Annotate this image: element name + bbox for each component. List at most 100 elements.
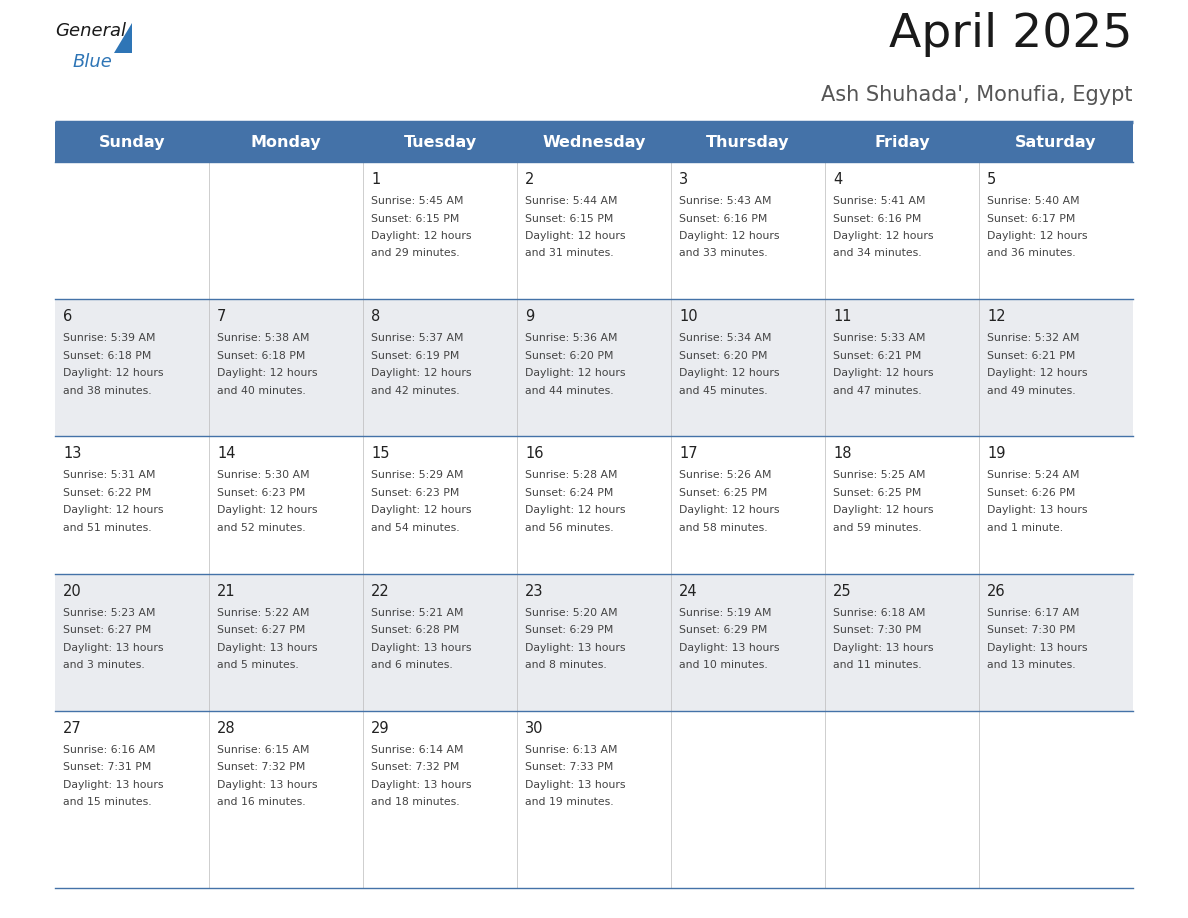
Text: Daylight: 13 hours: Daylight: 13 hours — [987, 506, 1087, 515]
Text: Daylight: 13 hours: Daylight: 13 hours — [63, 643, 164, 653]
Text: 6: 6 — [63, 309, 72, 324]
Text: and 45 minutes.: and 45 minutes. — [680, 386, 767, 396]
Text: General: General — [55, 22, 126, 40]
Text: Sunrise: 5:44 AM: Sunrise: 5:44 AM — [525, 196, 618, 206]
Text: and 54 minutes.: and 54 minutes. — [371, 523, 460, 533]
Text: Daylight: 13 hours: Daylight: 13 hours — [833, 643, 934, 653]
Text: Sunset: 6:26 PM: Sunset: 6:26 PM — [987, 487, 1075, 498]
Text: Sunrise: 5:39 AM: Sunrise: 5:39 AM — [63, 333, 156, 343]
Text: Sunset: 6:16 PM: Sunset: 6:16 PM — [833, 214, 922, 223]
Text: and 13 minutes.: and 13 minutes. — [987, 660, 1075, 670]
Text: Daylight: 12 hours: Daylight: 12 hours — [525, 506, 626, 515]
Text: Sunset: 7:30 PM: Sunset: 7:30 PM — [987, 625, 1075, 635]
Text: Sunday: Sunday — [99, 135, 165, 150]
Text: Sunset: 6:20 PM: Sunset: 6:20 PM — [525, 351, 613, 361]
Text: 5: 5 — [987, 172, 997, 187]
Text: Daylight: 12 hours: Daylight: 12 hours — [371, 231, 472, 241]
Text: Daylight: 12 hours: Daylight: 12 hours — [63, 368, 164, 378]
Text: Daylight: 13 hours: Daylight: 13 hours — [987, 643, 1087, 653]
Text: Daylight: 12 hours: Daylight: 12 hours — [217, 506, 317, 515]
Text: Sunset: 6:25 PM: Sunset: 6:25 PM — [680, 487, 767, 498]
Text: and 42 minutes.: and 42 minutes. — [371, 386, 460, 396]
Text: Sunset: 7:32 PM: Sunset: 7:32 PM — [371, 762, 460, 772]
Text: Sunset: 7:30 PM: Sunset: 7:30 PM — [833, 625, 922, 635]
Text: Sunrise: 5:23 AM: Sunrise: 5:23 AM — [63, 608, 156, 618]
Text: 27: 27 — [63, 721, 82, 736]
Text: and 18 minutes.: and 18 minutes. — [371, 798, 460, 807]
Text: and 31 minutes.: and 31 minutes. — [525, 249, 614, 259]
Text: 18: 18 — [833, 446, 852, 462]
Text: and 40 minutes.: and 40 minutes. — [217, 386, 305, 396]
Text: and 15 minutes.: and 15 minutes. — [63, 798, 152, 807]
Text: Daylight: 12 hours: Daylight: 12 hours — [217, 368, 317, 378]
Text: Daylight: 13 hours: Daylight: 13 hours — [63, 779, 164, 789]
Text: Daylight: 12 hours: Daylight: 12 hours — [833, 368, 934, 378]
Text: 10: 10 — [680, 309, 697, 324]
Text: and 16 minutes.: and 16 minutes. — [217, 798, 305, 807]
Text: Sunset: 7:31 PM: Sunset: 7:31 PM — [63, 762, 151, 772]
Text: 25: 25 — [833, 584, 852, 599]
Text: Sunrise: 5:38 AM: Sunrise: 5:38 AM — [217, 333, 310, 343]
Text: Sunrise: 5:22 AM: Sunrise: 5:22 AM — [217, 608, 310, 618]
Text: 3: 3 — [680, 172, 688, 187]
Text: Sunset: 6:18 PM: Sunset: 6:18 PM — [63, 351, 151, 361]
Text: and 56 minutes.: and 56 minutes. — [525, 523, 614, 533]
Text: 19: 19 — [987, 446, 1005, 462]
Text: and 47 minutes.: and 47 minutes. — [833, 386, 922, 396]
Text: Sunset: 6:27 PM: Sunset: 6:27 PM — [63, 625, 151, 635]
Text: Daylight: 13 hours: Daylight: 13 hours — [371, 779, 472, 789]
Text: Sunrise: 5:26 AM: Sunrise: 5:26 AM — [680, 470, 771, 480]
Text: Sunrise: 5:45 AM: Sunrise: 5:45 AM — [371, 196, 463, 206]
Text: 7: 7 — [217, 309, 227, 324]
Text: Sunrise: 5:36 AM: Sunrise: 5:36 AM — [525, 333, 618, 343]
Text: 14: 14 — [217, 446, 235, 462]
Text: Sunrise: 6:18 AM: Sunrise: 6:18 AM — [833, 608, 925, 618]
Text: and 38 minutes.: and 38 minutes. — [63, 386, 152, 396]
Text: and 36 minutes.: and 36 minutes. — [987, 249, 1075, 259]
Bar — [55, 436, 1133, 574]
Text: Sunset: 6:24 PM: Sunset: 6:24 PM — [525, 487, 613, 498]
Text: Sunset: 6:21 PM: Sunset: 6:21 PM — [833, 351, 922, 361]
Text: Sunrise: 6:17 AM: Sunrise: 6:17 AM — [987, 608, 1080, 618]
Text: Sunset: 6:15 PM: Sunset: 6:15 PM — [525, 214, 613, 223]
Text: Daylight: 13 hours: Daylight: 13 hours — [371, 643, 472, 653]
Text: Sunrise: 5:33 AM: Sunrise: 5:33 AM — [833, 333, 925, 343]
Bar — [55, 122, 1133, 162]
Text: Thursday: Thursday — [706, 135, 790, 150]
Text: Daylight: 12 hours: Daylight: 12 hours — [987, 231, 1087, 241]
Text: Sunrise: 6:15 AM: Sunrise: 6:15 AM — [217, 744, 310, 755]
Text: Daylight: 13 hours: Daylight: 13 hours — [525, 643, 626, 653]
Text: 29: 29 — [371, 721, 390, 736]
Text: and 52 minutes.: and 52 minutes. — [217, 523, 305, 533]
Text: Sunset: 7:33 PM: Sunset: 7:33 PM — [525, 762, 613, 772]
Text: Daylight: 12 hours: Daylight: 12 hours — [680, 231, 779, 241]
Text: Sunrise: 5:34 AM: Sunrise: 5:34 AM — [680, 333, 771, 343]
Text: 16: 16 — [525, 446, 543, 462]
Text: Daylight: 12 hours: Daylight: 12 hours — [525, 231, 626, 241]
Text: and 3 minutes.: and 3 minutes. — [63, 660, 145, 670]
Text: and 59 minutes.: and 59 minutes. — [833, 523, 922, 533]
Text: Sunset: 6:19 PM: Sunset: 6:19 PM — [371, 351, 460, 361]
Text: and 33 minutes.: and 33 minutes. — [680, 249, 767, 259]
Text: Sunset: 6:25 PM: Sunset: 6:25 PM — [833, 487, 922, 498]
Text: Monday: Monday — [251, 135, 321, 150]
Bar — [55, 299, 1133, 436]
Text: Sunset: 6:22 PM: Sunset: 6:22 PM — [63, 487, 151, 498]
Text: Sunset: 6:20 PM: Sunset: 6:20 PM — [680, 351, 767, 361]
Text: Sunset: 6:15 PM: Sunset: 6:15 PM — [371, 214, 460, 223]
Text: Sunrise: 6:13 AM: Sunrise: 6:13 AM — [525, 744, 618, 755]
Text: Sunrise: 6:16 AM: Sunrise: 6:16 AM — [63, 744, 156, 755]
Text: and 8 minutes.: and 8 minutes. — [525, 660, 607, 670]
Text: and 44 minutes.: and 44 minutes. — [525, 386, 614, 396]
Polygon shape — [114, 23, 133, 52]
Text: Sunset: 6:18 PM: Sunset: 6:18 PM — [217, 351, 305, 361]
Text: 30: 30 — [525, 721, 543, 736]
Text: Wednesday: Wednesday — [542, 135, 646, 150]
Text: Daylight: 12 hours: Daylight: 12 hours — [987, 368, 1087, 378]
Text: and 10 minutes.: and 10 minutes. — [680, 660, 767, 670]
Text: 13: 13 — [63, 446, 81, 462]
Text: Daylight: 12 hours: Daylight: 12 hours — [525, 368, 626, 378]
Text: Tuesday: Tuesday — [404, 135, 476, 150]
Text: Blue: Blue — [72, 53, 113, 71]
Text: Sunrise: 5:19 AM: Sunrise: 5:19 AM — [680, 608, 771, 618]
